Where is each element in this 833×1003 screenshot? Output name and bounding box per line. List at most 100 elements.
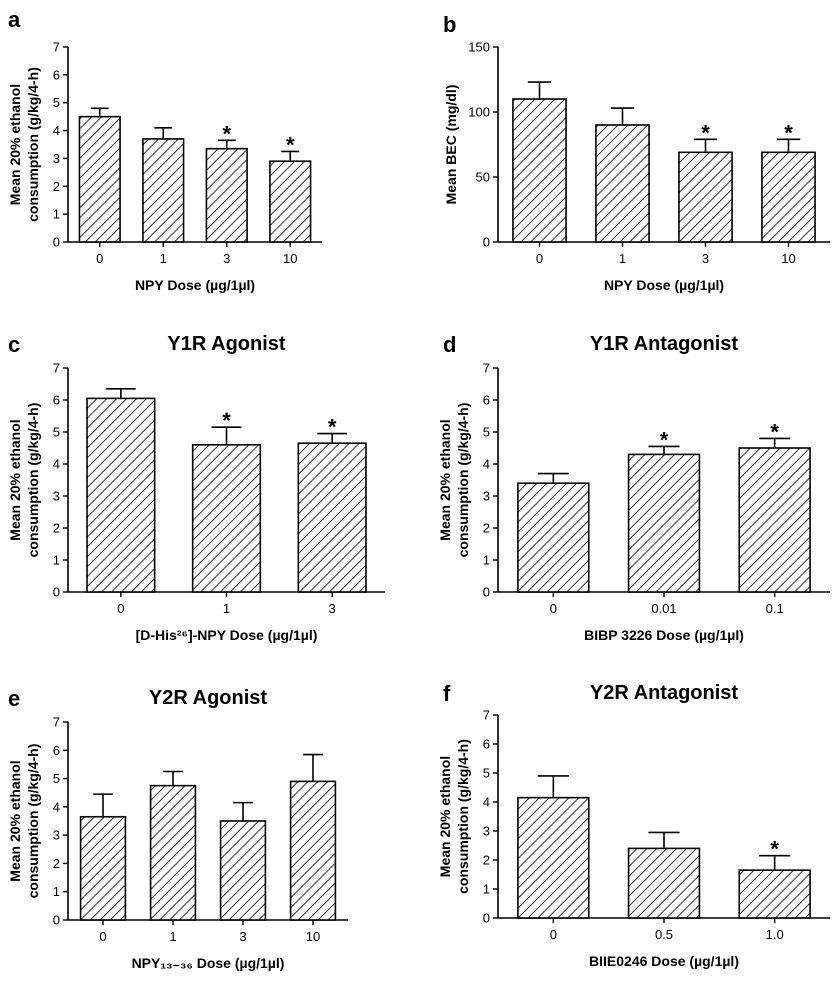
x-tick-label: 1	[619, 251, 626, 266]
y-tick-label: 0	[483, 585, 490, 600]
y-tick-label: 5	[53, 425, 60, 440]
y-tick-label: 7	[53, 40, 60, 55]
chart-title: Y1R Agonist	[167, 333, 285, 355]
y-tick-label: 3	[53, 151, 60, 166]
y-tick-label: 6	[483, 393, 490, 408]
bar	[627, 847, 701, 919]
y-tick-label: 1	[483, 553, 490, 568]
x-tick-label: 0	[96, 251, 103, 266]
y-tick-label: 4	[483, 457, 490, 472]
x-tick-label: 3	[329, 601, 336, 616]
y-tick-label: 5	[483, 425, 490, 440]
x-tick-label: 10	[781, 251, 795, 266]
panel-letter: a	[8, 7, 21, 32]
y-tick-label: 4	[53, 457, 60, 472]
bar	[79, 815, 127, 921]
y-tick-label: 5	[53, 95, 60, 110]
bar	[761, 151, 816, 243]
x-axis-label: NPY Dose (µg/1µl)	[135, 277, 255, 293]
y-tick-label: 2	[483, 853, 490, 868]
bar	[627, 453, 701, 593]
panel-c: c Y1R Agonist 0 1 2 3 4 5 6 7 Mean 20% ethanol cons…	[7, 332, 385, 643]
y-axis-label: consumption (g/kg/4-h)	[25, 403, 41, 558]
bar	[678, 151, 733, 243]
x-axis-label: NPY₁₃₋₃₆ Dose (µg/1µl)	[132, 955, 285, 971]
y-tick-label: 0	[53, 913, 60, 928]
bar	[517, 796, 590, 919]
y-tick-label: 1	[483, 882, 490, 897]
y-tick-label: 0	[53, 585, 60, 600]
y-tick-label: 100	[468, 105, 490, 120]
panel-letter: e	[8, 686, 20, 711]
y-tick-label: 6	[483, 737, 490, 752]
y-tick-label: 3	[53, 828, 60, 843]
x-tick-label: 10	[306, 929, 320, 944]
x-tick-label: 0	[536, 251, 543, 266]
panel-letter: f	[443, 681, 451, 706]
x-tick-label: 0.5	[655, 927, 673, 942]
panel-letter: d	[443, 332, 456, 357]
x-tick-label: 3	[239, 929, 246, 944]
y-tick-label: 3	[483, 824, 490, 839]
y-tick-label: 2	[53, 521, 60, 536]
y-tick-label: 7	[53, 715, 60, 730]
x-axis-label: NPY Dose (µg/1µl)	[604, 277, 724, 293]
x-tick-label: 3	[223, 251, 230, 266]
bar	[297, 442, 367, 593]
y-tick-label: 2	[483, 521, 490, 536]
panel-f: f Y2R Antagonist 0 1 2 3 4 5 6 7 Mean 20% ethanol c…	[437, 681, 830, 969]
x-tick-label: 1.0	[766, 927, 784, 942]
y-tick-label: 4	[53, 123, 60, 138]
y-axis-label: consumption (g/kg/4-h)	[455, 403, 471, 558]
y-tick-label: 6	[53, 67, 60, 82]
panel-letter: c	[8, 332, 20, 357]
y-tick-label: 50	[476, 170, 490, 185]
chart-title: Y2R Antagonist	[590, 682, 738, 704]
chart-title: Y1R Antagonist	[590, 333, 738, 355]
bar	[78, 115, 121, 243]
x-tick-label: 1	[160, 251, 167, 266]
x-axis-label: [D-His²⁶]-NPY Dose (µg/1µl)	[136, 627, 318, 643]
x-tick-label: 0	[550, 927, 557, 942]
significance-star: *	[770, 419, 779, 444]
y-tick-label: 150	[468, 40, 490, 55]
significance-star: *	[784, 120, 793, 145]
significance-star: *	[660, 427, 669, 452]
bar	[149, 784, 197, 921]
bar	[269, 160, 312, 243]
y-tick-label: 1	[53, 553, 60, 568]
y-axis-label: consumption (g/kg/4-h)	[455, 739, 471, 894]
panel-b: b 0 50 100 150 Mean BEC (mg/dl) 0 1 3 * 10 * NPY Dos…	[443, 12, 830, 293]
significance-star: *	[222, 121, 231, 146]
y-tick-label: 2	[53, 179, 60, 194]
y-tick-label: 0	[483, 235, 490, 250]
significance-star: *	[286, 132, 295, 157]
y-tick-label: 5	[53, 771, 60, 786]
bar	[512, 98, 567, 243]
bar	[191, 443, 262, 593]
significance-star: *	[222, 408, 231, 433]
panel-a: a 0 1 2 3 4 5 6 7 Mean 20% ethanol consumption (g/…	[7, 7, 322, 293]
x-tick-label: 0	[550, 601, 557, 616]
y-tick-label: 3	[483, 489, 490, 504]
bar	[289, 780, 337, 921]
x-tick-label: 1	[223, 601, 230, 616]
x-tick-label: 0	[117, 601, 124, 616]
bar	[205, 147, 248, 243]
significance-star: *	[770, 837, 779, 862]
significance-star: *	[328, 415, 337, 440]
y-axis-label: Mean 20% ethanol	[7, 84, 23, 205]
bar	[142, 138, 185, 243]
bar	[86, 397, 156, 593]
y-tick-label: 0	[483, 911, 490, 926]
panel-e: e Y2R Agonist 0 1 2 3 4 5 6 7 Mean 20% ethanol cons…	[7, 686, 348, 971]
bar	[738, 869, 811, 919]
y-tick-label: 0	[53, 235, 60, 250]
x-tick-label: 0.01	[651, 601, 676, 616]
y-tick-label: 3	[53, 489, 60, 504]
y-tick-label: 7	[483, 708, 490, 723]
y-tick-label: 4	[483, 795, 490, 810]
x-tick-label: 0	[99, 929, 106, 944]
y-tick-label: 5	[483, 766, 490, 781]
